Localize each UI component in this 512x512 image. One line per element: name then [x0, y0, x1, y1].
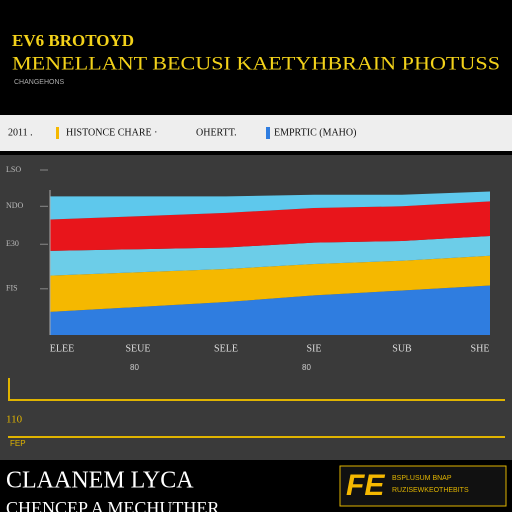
legend-swatch — [56, 127, 59, 139]
x-tick-label: SELE — [214, 343, 238, 354]
brand: EV6 BROTOYD — [12, 31, 134, 50]
annotation: 110 — [6, 414, 23, 426]
y-tick-label: FIS — [6, 284, 18, 293]
x-tick-label: SEUE — [126, 343, 151, 354]
legend-text: EMPRTIC (MAHO) — [274, 127, 356, 138]
legend-text: 2011 . — [8, 127, 33, 138]
divider — [8, 378, 10, 400]
legend-text: OHERTT. — [196, 127, 237, 138]
headline: MENELLANT BECUSI KAETYHBRAIN PHOTUSS — [12, 53, 500, 74]
footer-subtitle: CHENCEP A MECHUTHER — [6, 498, 219, 512]
annotation: 80 — [302, 363, 311, 372]
legend-text: HISTONCE CHARE · — [66, 127, 157, 138]
annotation: FEP — [10, 439, 26, 448]
logo-text: BSPLUSUM BNAP — [392, 475, 452, 482]
x-tick-label: SIE — [307, 343, 322, 354]
area — [50, 201, 490, 251]
x-tick-label: SHE — [471, 343, 490, 354]
y-tick-label: LSO — [6, 165, 21, 174]
legend-swatch — [266, 127, 270, 139]
x-tick-label: ELEE — [50, 343, 74, 354]
legend-bar — [0, 115, 512, 151]
x-tick-label: SUB — [392, 343, 412, 354]
logo-text: RUZISEWKEOTHEBITS — [392, 487, 469, 494]
area — [50, 255, 490, 312]
area — [50, 191, 490, 220]
footer-title: CLAANEM LYCA — [6, 468, 194, 494]
y-tick-label: E30 — [6, 239, 19, 248]
logo-box — [339, 465, 507, 507]
area — [50, 236, 490, 276]
y-tick-label: NDO — [6, 201, 24, 210]
logo: FE — [346, 469, 385, 502]
area — [50, 285, 490, 335]
annotation: 80 — [130, 363, 139, 372]
subline: CHANGEHONS — [14, 79, 65, 86]
